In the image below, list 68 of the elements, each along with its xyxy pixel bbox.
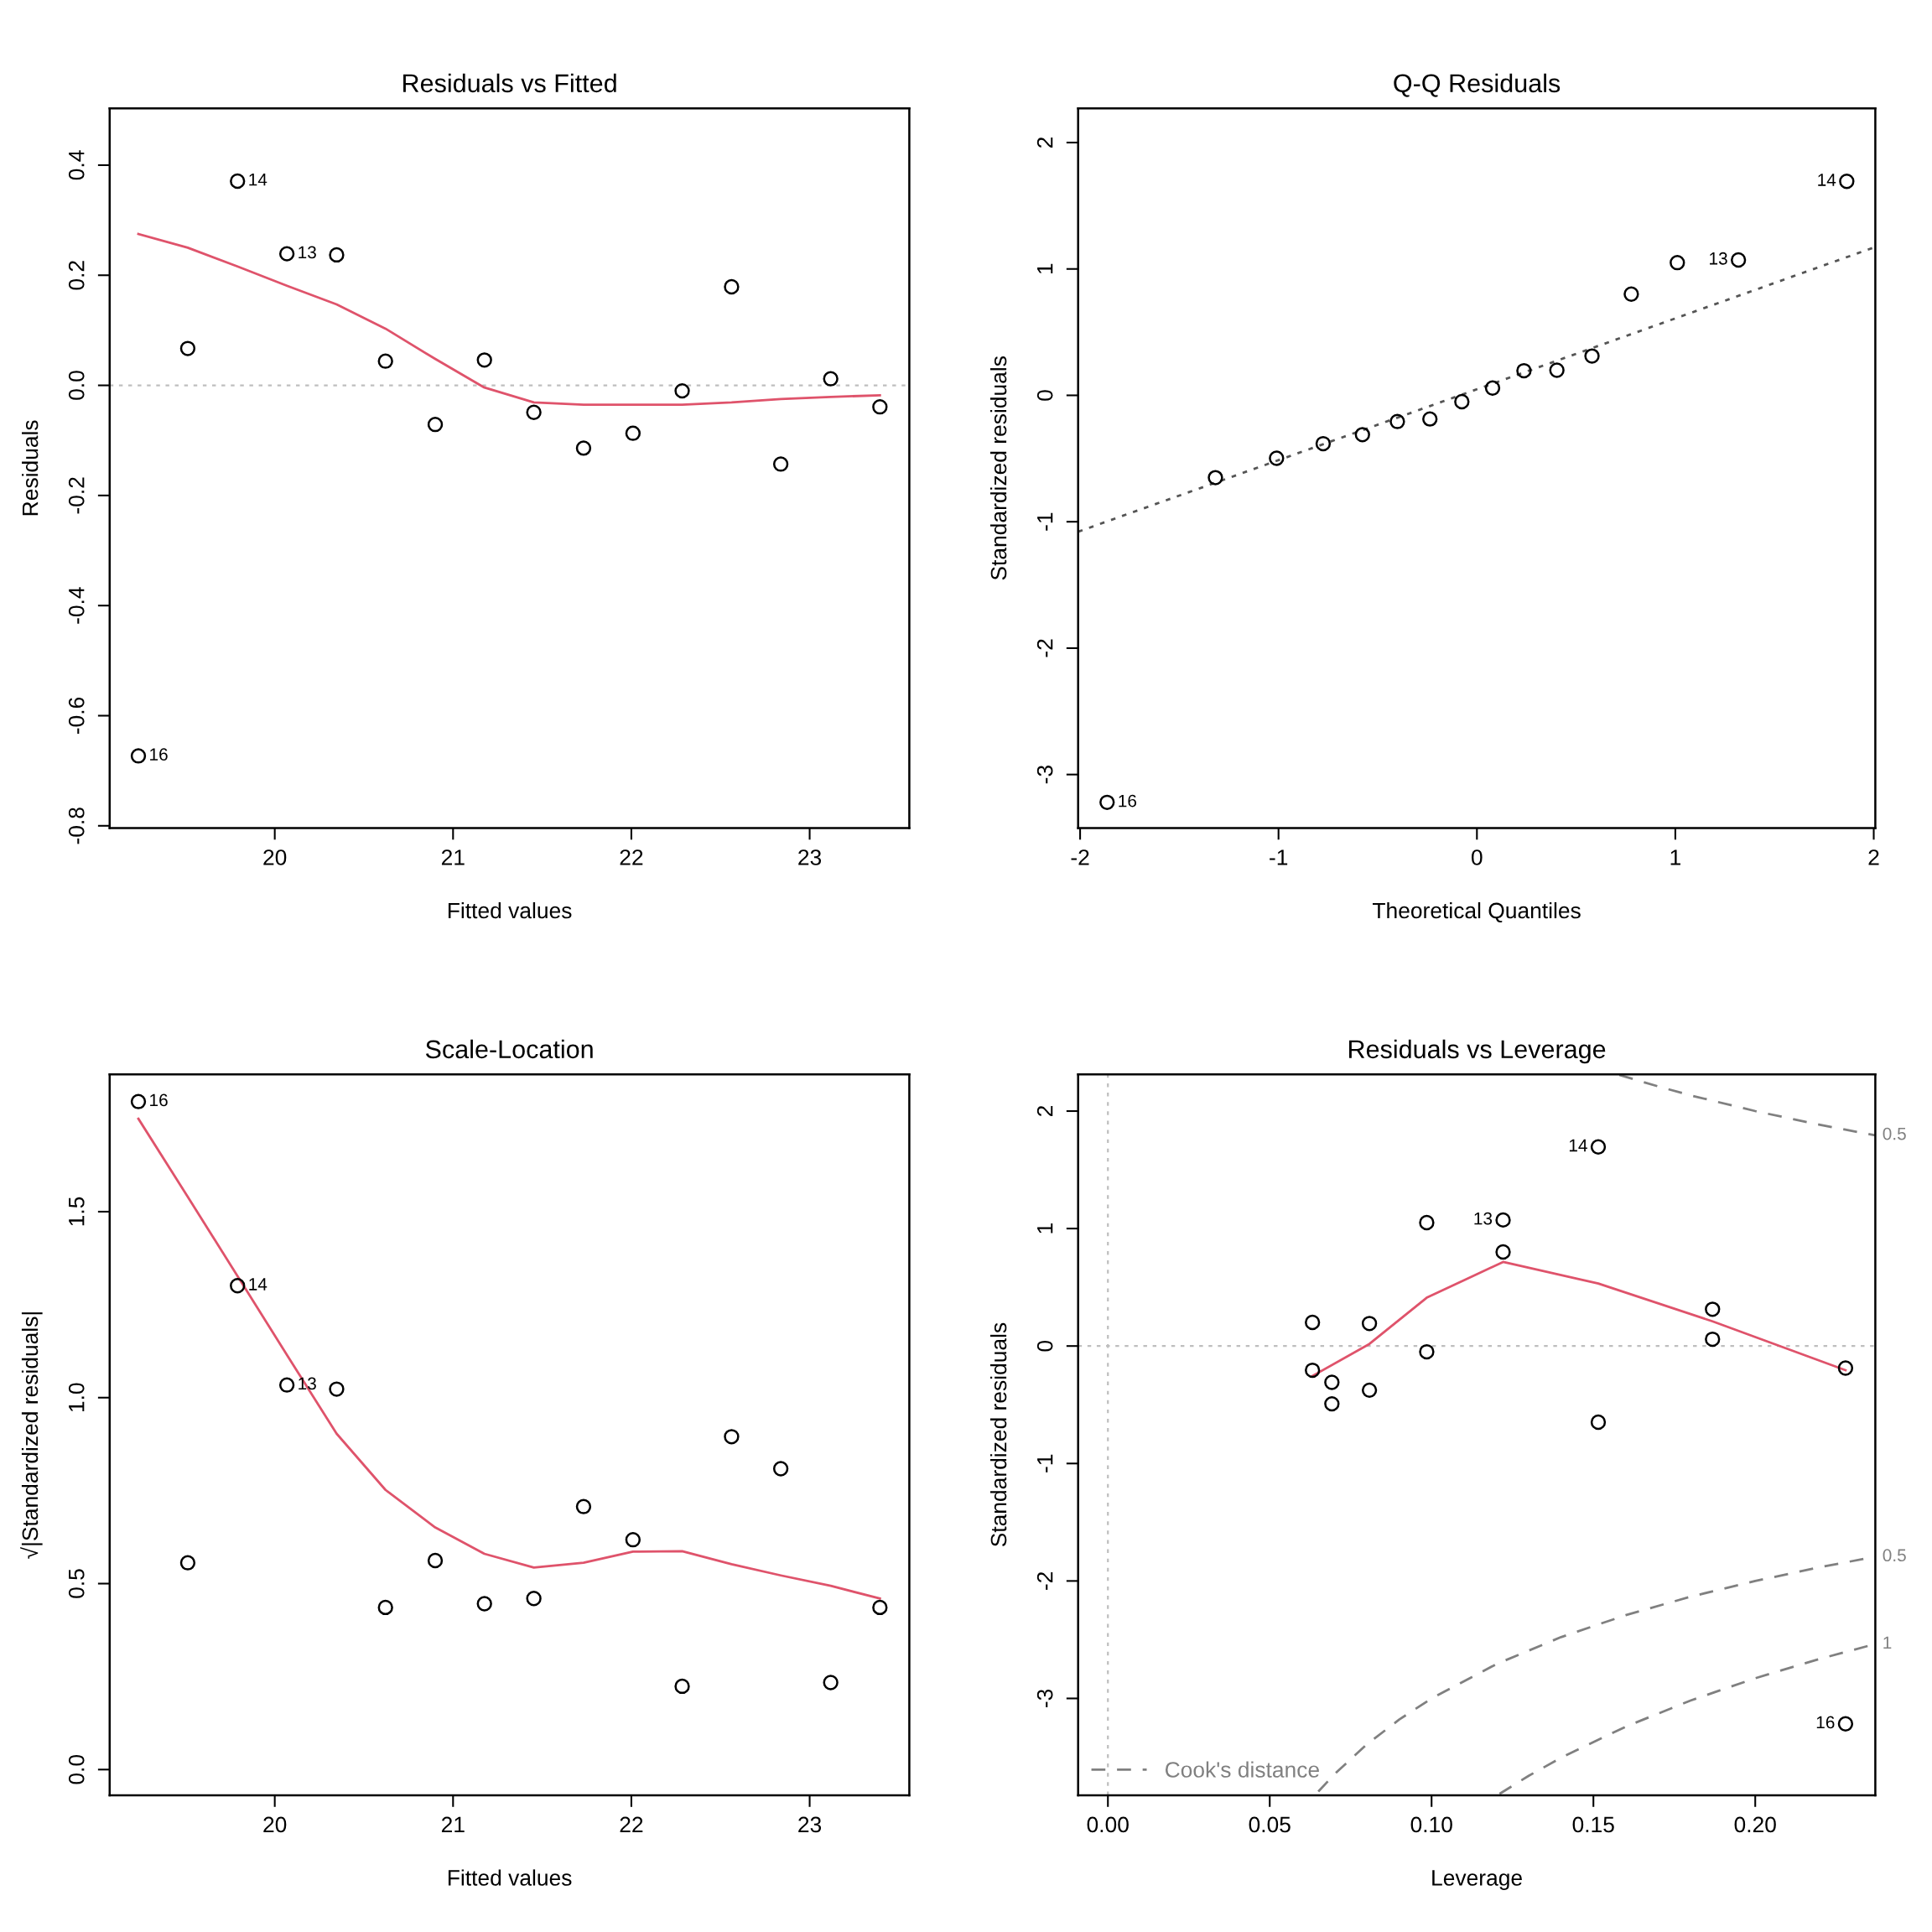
y-tick-label: -1 <box>1037 1454 1053 1472</box>
x-tick-label: 0.15 <box>1572 1816 1614 1833</box>
y-tick-label: -0.6 <box>68 697 85 735</box>
x-axis-title: Leverage <box>1432 1870 1522 1890</box>
y-tick-label: 1.0 <box>68 1383 85 1412</box>
annotation: 0.5 <box>1883 1127 1906 1140</box>
annotation: 16 <box>1816 1716 1835 1729</box>
y-tick-label: 0.0 <box>68 1754 85 1784</box>
y-tick-label: 1 <box>1037 263 1053 274</box>
y-tick-label: 2 <box>1036 137 1053 148</box>
x-axis-title: Fitted values <box>448 901 572 919</box>
annotation: 1 <box>1883 1636 1892 1649</box>
x-tick-label: -2 <box>1071 849 1089 865</box>
annotation: 13 <box>299 246 316 259</box>
y-tick-label: -1 <box>1037 512 1053 531</box>
x-tick-label: 22 <box>620 849 643 865</box>
x-tick-label: 20 <box>263 849 287 865</box>
x-tick-label: 21 <box>441 1816 465 1833</box>
y-tick-label: -2 <box>1036 639 1053 657</box>
y-tick-label: -2 <box>1036 1571 1053 1590</box>
y-tick-label: 1.5 <box>69 1197 85 1226</box>
annotation: 16 <box>150 1093 168 1107</box>
y-tick-label: 2 <box>1036 1106 1053 1117</box>
x-tick-label: 23 <box>798 849 822 865</box>
annotation: 14 <box>249 174 267 186</box>
x-tick-label: 0.05 <box>1249 1816 1291 1833</box>
y-tick-label: 0.2 <box>68 261 85 290</box>
y-tick-label: -0.2 <box>68 477 85 514</box>
y-axis-title: Standardized residuals <box>989 1322 1007 1547</box>
y-axis-title: √|Standardized residuals| <box>20 1312 43 1559</box>
y-tick-label: -3 <box>1036 766 1053 784</box>
x-tick-label: 0 <box>1471 849 1483 865</box>
annotation: 16 <box>1119 794 1137 808</box>
x-tick-label: 20 <box>263 1816 287 1833</box>
y-tick-label: 0 <box>1036 1340 1053 1352</box>
annotation: 0.5 <box>1883 1549 1906 1562</box>
y-axis-title: Standardized residuals <box>989 356 1007 580</box>
chart-title: Residuals vs Leverage <box>1349 1039 1606 1064</box>
y-tick-label: 0.4 <box>68 150 85 180</box>
x-tick-label: 0.00 <box>1087 1816 1129 1833</box>
x-tick-label: 1 <box>1670 849 1680 865</box>
x-tick-label: -1 <box>1270 849 1288 865</box>
chart-title: Q-Q Residuals <box>1394 73 1561 97</box>
y-tick-label: -3 <box>1036 1689 1053 1708</box>
x-tick-label: 2 <box>1868 849 1879 865</box>
x-tick-label: 22 <box>620 1816 643 1833</box>
annotation: 13 <box>1474 1212 1493 1225</box>
x-axis-title: Fitted values <box>448 1869 572 1886</box>
y-tick-label: -0.8 <box>68 808 85 844</box>
y-tick-label: 1 <box>1037 1223 1053 1233</box>
y-axis-title: Residuals <box>22 420 39 516</box>
y-tick-label: 0 <box>1036 390 1053 401</box>
y-tick-label: 0.5 <box>68 1569 85 1598</box>
x-axis-title: Theoretical Quantiles <box>1372 901 1581 923</box>
y-tick-label: 0.0 <box>68 371 85 400</box>
x-tick-label: 23 <box>798 1816 822 1833</box>
annotation: 14 <box>1569 1139 1587 1152</box>
annotation: 14 <box>249 1278 267 1291</box>
x-tick-label: 0.20 <box>1734 1816 1776 1833</box>
y-tick-label: -0.4 <box>68 587 85 624</box>
x-tick-label: 0.10 <box>1410 1816 1452 1833</box>
annotation: 16 <box>150 748 168 761</box>
chart-title: Scale-Location <box>425 1039 593 1059</box>
chart-title: Residuals vs Fitted <box>403 73 616 93</box>
legend-label: Cook's distance <box>1165 1761 1319 1778</box>
x-tick-label: 21 <box>441 849 465 865</box>
annotation: 14 <box>1818 174 1836 186</box>
annotation: 13 <box>1710 252 1727 265</box>
